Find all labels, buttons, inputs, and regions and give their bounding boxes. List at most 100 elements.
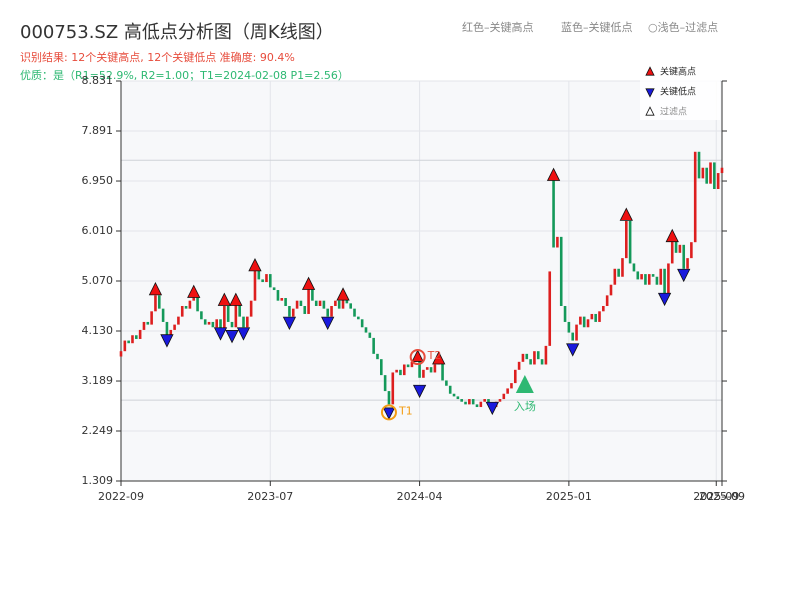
candle-body xyxy=(594,313,597,322)
candle-body xyxy=(146,321,150,325)
candle-body xyxy=(215,319,219,328)
candle-body xyxy=(326,308,330,317)
y-tick-label: 2.249 xyxy=(82,424,114,437)
candle-body xyxy=(690,242,693,259)
candle-body xyxy=(471,399,475,405)
candle-body xyxy=(372,337,375,354)
candle-body xyxy=(131,335,134,344)
candle-body xyxy=(468,399,471,405)
candle-body xyxy=(219,319,222,330)
legend-marker xyxy=(645,88,655,98)
candle-body xyxy=(337,300,341,309)
candle-body xyxy=(387,391,391,405)
candle-body xyxy=(330,305,333,317)
candle-body xyxy=(628,220,632,264)
key-point xyxy=(321,316,335,331)
candle-body xyxy=(238,303,241,317)
candle-body xyxy=(605,295,609,306)
candle-body xyxy=(223,305,226,330)
candle-body xyxy=(173,324,176,330)
candle-body xyxy=(410,361,414,368)
candle-body xyxy=(452,393,456,397)
candle-body xyxy=(521,353,525,362)
candle-body xyxy=(644,274,647,285)
candle-body xyxy=(483,399,486,402)
key-point xyxy=(217,292,232,306)
key-point xyxy=(546,167,561,181)
candle-body xyxy=(502,393,506,400)
candle-body xyxy=(268,274,272,288)
candle-body xyxy=(559,236,563,306)
candle-body xyxy=(246,316,249,328)
candle-body xyxy=(647,274,651,285)
candle-body xyxy=(284,298,287,306)
candle-body xyxy=(506,388,509,394)
candle-body xyxy=(448,385,452,394)
candle-body xyxy=(670,239,674,264)
key-point xyxy=(301,276,316,290)
candle-body xyxy=(418,359,421,378)
key-point xyxy=(619,207,633,221)
candle-body xyxy=(165,321,169,336)
candle-body xyxy=(487,399,490,405)
x-tick-label: 2022-09 xyxy=(98,490,144,503)
y-tick-label: 3.189 xyxy=(82,374,114,387)
candle-body xyxy=(357,316,360,320)
candle-body xyxy=(399,369,402,376)
candle-body xyxy=(713,162,716,190)
highlight-label: T1 xyxy=(398,404,413,417)
candle-body xyxy=(464,401,467,405)
key-point xyxy=(236,327,251,341)
candle-body xyxy=(536,351,540,360)
candle-body xyxy=(636,271,640,280)
candle-body xyxy=(663,268,666,296)
header-note: ○浅色–过滤点 xyxy=(648,20,718,34)
y-tick-label: 8.831 xyxy=(82,74,114,87)
candle-body xyxy=(406,364,410,368)
candle-body xyxy=(590,313,594,320)
candle-body xyxy=(571,332,575,341)
key-point xyxy=(248,258,262,272)
x-tick-label: 2023-07 xyxy=(247,490,293,503)
candle-body xyxy=(705,167,708,184)
candle-body xyxy=(674,239,678,253)
candle-body xyxy=(303,305,307,314)
candle-body xyxy=(567,321,571,333)
candle-body xyxy=(261,279,264,283)
key-point xyxy=(432,351,446,365)
candle-body xyxy=(533,351,536,365)
candle-body xyxy=(433,364,437,373)
candle-body xyxy=(276,290,280,301)
key-point xyxy=(657,292,672,307)
candle-body xyxy=(651,274,655,277)
candle-body xyxy=(544,345,548,365)
legend-marker xyxy=(645,106,655,116)
candle-body xyxy=(353,308,356,317)
candle-body xyxy=(693,151,697,243)
candle-body xyxy=(621,258,624,277)
candle-body xyxy=(322,300,326,309)
highlight-ring xyxy=(380,404,397,421)
candle-body xyxy=(123,340,127,352)
candle-body xyxy=(295,300,299,309)
candle-body xyxy=(383,375,387,392)
candle-body xyxy=(257,268,261,280)
candle-body xyxy=(376,353,379,360)
y-tick-label: 1.309 xyxy=(82,474,114,487)
key-point xyxy=(336,287,350,301)
candle-body xyxy=(709,162,712,184)
candle-body xyxy=(425,367,429,370)
header-note: 红色–关键高点 xyxy=(462,20,534,34)
candle-body xyxy=(640,274,643,280)
candle-body xyxy=(249,300,253,317)
candle-body xyxy=(586,319,590,328)
candle-body xyxy=(234,303,238,328)
key-point xyxy=(282,316,297,331)
candle-body xyxy=(314,300,318,306)
candle-body xyxy=(460,399,463,402)
candle-body xyxy=(456,396,460,400)
candle-body xyxy=(192,295,196,301)
legend-label: 过滤点 xyxy=(660,106,687,118)
